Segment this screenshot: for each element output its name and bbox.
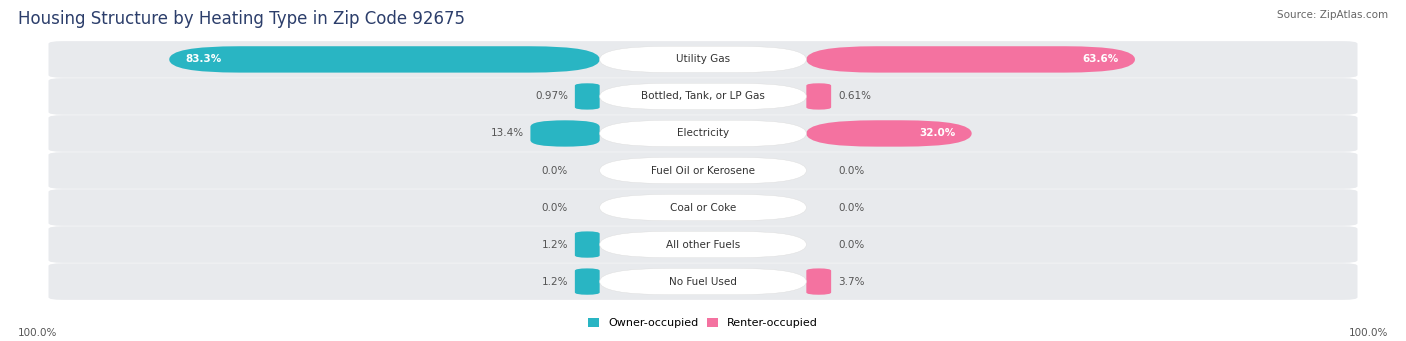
FancyBboxPatch shape	[530, 120, 599, 147]
Text: 1.2%: 1.2%	[541, 277, 568, 286]
FancyBboxPatch shape	[599, 231, 806, 258]
FancyBboxPatch shape	[49, 189, 1358, 226]
FancyBboxPatch shape	[49, 226, 1358, 263]
FancyBboxPatch shape	[599, 194, 806, 221]
FancyBboxPatch shape	[49, 263, 1358, 300]
Text: Source: ZipAtlas.com: Source: ZipAtlas.com	[1277, 10, 1388, 20]
FancyBboxPatch shape	[575, 83, 599, 109]
FancyBboxPatch shape	[575, 232, 599, 258]
Text: 1.2%: 1.2%	[541, 239, 568, 250]
FancyBboxPatch shape	[169, 46, 599, 73]
Text: 0.61%: 0.61%	[838, 91, 872, 102]
Text: Fuel Oil or Kerosene: Fuel Oil or Kerosene	[651, 165, 755, 176]
Text: All other Fuels: All other Fuels	[666, 239, 740, 250]
FancyBboxPatch shape	[599, 46, 806, 73]
FancyBboxPatch shape	[49, 115, 1358, 152]
FancyBboxPatch shape	[806, 46, 1135, 73]
Text: Coal or Coke: Coal or Coke	[669, 203, 737, 212]
Text: 0.0%: 0.0%	[541, 203, 568, 212]
FancyBboxPatch shape	[806, 120, 972, 147]
Text: 0.0%: 0.0%	[838, 203, 865, 212]
Text: No Fuel Used: No Fuel Used	[669, 277, 737, 286]
FancyBboxPatch shape	[49, 41, 1358, 78]
FancyBboxPatch shape	[599, 157, 806, 184]
Text: 0.0%: 0.0%	[838, 165, 865, 176]
FancyBboxPatch shape	[49, 152, 1358, 189]
Legend: Owner-occupied, Renter-occupied: Owner-occupied, Renter-occupied	[588, 318, 818, 328]
FancyBboxPatch shape	[599, 120, 806, 147]
FancyBboxPatch shape	[806, 268, 831, 295]
FancyBboxPatch shape	[599, 268, 806, 295]
Text: 63.6%: 63.6%	[1083, 55, 1118, 64]
Text: 3.7%: 3.7%	[838, 277, 865, 286]
Text: 0.97%: 0.97%	[534, 91, 568, 102]
Text: Electricity: Electricity	[676, 129, 730, 138]
Text: Housing Structure by Heating Type in Zip Code 92675: Housing Structure by Heating Type in Zip…	[18, 10, 465, 28]
Text: 100.0%: 100.0%	[1348, 328, 1388, 338]
FancyBboxPatch shape	[575, 268, 599, 295]
Text: Utility Gas: Utility Gas	[676, 55, 730, 64]
Text: Bottled, Tank, or LP Gas: Bottled, Tank, or LP Gas	[641, 91, 765, 102]
Text: 32.0%: 32.0%	[920, 129, 955, 138]
Text: 0.0%: 0.0%	[838, 239, 865, 250]
FancyBboxPatch shape	[806, 83, 831, 109]
Text: 0.0%: 0.0%	[541, 165, 568, 176]
FancyBboxPatch shape	[49, 78, 1358, 115]
Text: 100.0%: 100.0%	[18, 328, 58, 338]
Text: 13.4%: 13.4%	[491, 129, 523, 138]
Text: 83.3%: 83.3%	[186, 55, 222, 64]
FancyBboxPatch shape	[599, 83, 806, 109]
